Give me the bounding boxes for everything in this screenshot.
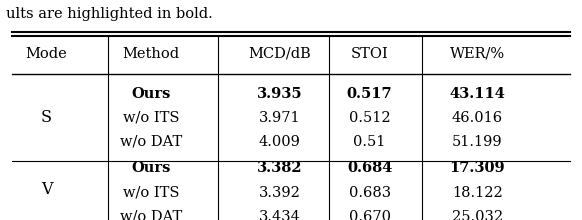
Text: 17.309: 17.309 [449, 161, 505, 175]
Text: 18.122: 18.122 [452, 185, 503, 200]
Text: 25.032: 25.032 [452, 210, 503, 220]
Text: 4.009: 4.009 [258, 135, 300, 149]
Text: ults are highlighted in bold.: ults are highlighted in bold. [6, 7, 212, 21]
Text: 0.684: 0.684 [347, 161, 392, 175]
Text: MCD/dB: MCD/dB [248, 47, 311, 61]
Text: STOI: STOI [351, 47, 388, 61]
Text: S: S [41, 109, 52, 126]
Text: 3.392: 3.392 [258, 185, 300, 200]
Text: w/o DAT: w/o DAT [120, 135, 182, 149]
Text: WER/%: WER/% [450, 47, 505, 61]
Text: V: V [41, 181, 52, 198]
Text: Method: Method [123, 47, 180, 61]
Text: 0.512: 0.512 [349, 111, 391, 125]
Text: 51.199: 51.199 [452, 135, 502, 149]
Text: 46.016: 46.016 [452, 111, 503, 125]
Text: 0.683: 0.683 [349, 185, 391, 200]
Text: 0.517: 0.517 [347, 86, 392, 101]
Text: Ours: Ours [132, 86, 171, 101]
Text: w/o DAT: w/o DAT [120, 210, 182, 220]
Text: 3.434: 3.434 [258, 210, 300, 220]
Text: 0.51: 0.51 [353, 135, 386, 149]
Text: 3.971: 3.971 [258, 111, 300, 125]
Text: Ours: Ours [132, 161, 171, 175]
Text: w/o ITS: w/o ITS [123, 185, 180, 200]
Text: 0.670: 0.670 [349, 210, 391, 220]
Text: 43.114: 43.114 [449, 86, 505, 101]
Text: 3.935: 3.935 [257, 86, 302, 101]
Text: 3.382: 3.382 [257, 161, 302, 175]
Text: Mode: Mode [26, 47, 68, 61]
Text: w/o ITS: w/o ITS [123, 111, 180, 125]
